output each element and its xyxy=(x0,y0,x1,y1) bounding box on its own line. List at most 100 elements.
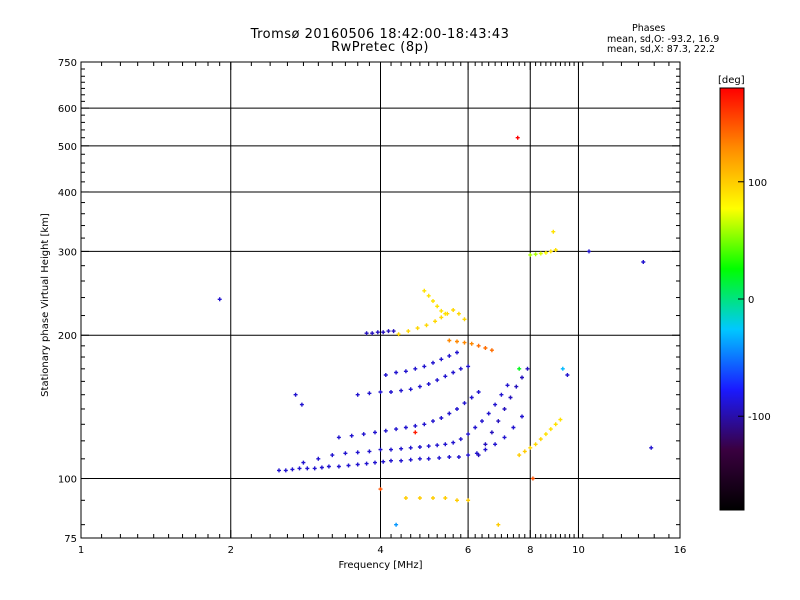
data-point xyxy=(451,440,456,445)
data-point xyxy=(456,455,461,459)
data-point xyxy=(437,455,442,460)
data-point xyxy=(443,311,448,316)
colorbar-tick-label: 100 xyxy=(748,178,767,189)
data-point xyxy=(548,249,553,254)
grid-lines xyxy=(81,62,680,538)
data-point xyxy=(413,423,418,428)
data-point xyxy=(217,297,222,302)
data-point xyxy=(493,402,498,407)
colorbar-ticks: 100 0 -100 xyxy=(738,178,771,423)
data-point xyxy=(299,402,304,407)
data-point xyxy=(435,304,440,309)
data-point xyxy=(408,445,413,450)
data-point xyxy=(403,369,408,374)
data-point xyxy=(343,451,348,456)
data-point xyxy=(378,487,383,492)
data-point xyxy=(483,442,488,447)
data-point xyxy=(417,496,422,500)
data-point xyxy=(538,437,543,442)
y-tick-label: 750 xyxy=(58,58,77,69)
data-point xyxy=(396,332,401,337)
data-point xyxy=(451,308,456,312)
data-point xyxy=(367,449,372,454)
data-point xyxy=(399,458,404,463)
data-point xyxy=(319,465,324,470)
data-point xyxy=(277,468,281,473)
data-point xyxy=(399,446,404,451)
data-point xyxy=(426,444,431,449)
stats-x-mode: mean, sd,X: 87.3, 22.2 xyxy=(607,44,716,55)
x-axis-label: Frequency [MHz] xyxy=(338,560,422,571)
data-point xyxy=(455,407,459,411)
data-point xyxy=(364,331,369,336)
data-point xyxy=(489,348,494,353)
data-point xyxy=(522,449,527,454)
x-tick-label: 8 xyxy=(527,545,533,556)
data-point xyxy=(558,417,563,422)
data-point xyxy=(543,432,548,437)
x-tick-label: 2 xyxy=(228,545,234,556)
data-point xyxy=(517,366,522,371)
data-point xyxy=(297,466,302,471)
stats-heading: Phases xyxy=(632,23,666,34)
data-point xyxy=(389,458,393,463)
data-point xyxy=(431,496,435,500)
data-point xyxy=(587,249,591,254)
y-tick-label: 200 xyxy=(58,331,77,342)
data-point xyxy=(435,378,440,383)
data-point xyxy=(422,364,427,369)
data-point xyxy=(528,252,533,257)
data-point xyxy=(422,288,427,293)
data-point xyxy=(483,447,488,452)
y-tick-label: 75 xyxy=(64,534,77,545)
colorbar-tick-label: 0 xyxy=(748,295,754,306)
data-point xyxy=(466,498,471,503)
data-point xyxy=(439,357,444,362)
data-point xyxy=(489,430,494,435)
data-point xyxy=(399,388,404,393)
x-tick-label: 10 xyxy=(572,545,585,556)
data-point xyxy=(439,308,444,313)
data-point xyxy=(476,343,481,348)
data-point xyxy=(486,411,491,416)
data-point xyxy=(424,323,429,328)
data-point xyxy=(443,442,448,447)
data-point xyxy=(330,453,335,458)
data-point xyxy=(451,370,456,375)
data-point xyxy=(413,430,418,435)
data-point xyxy=(525,366,530,371)
data-point xyxy=(415,326,420,331)
data-point xyxy=(290,467,295,472)
data-point xyxy=(443,496,448,500)
data-point xyxy=(408,457,413,462)
data-point xyxy=(435,443,440,448)
data-point xyxy=(312,466,317,471)
data-point xyxy=(533,252,538,257)
data-point xyxy=(426,382,431,386)
data-point xyxy=(373,460,377,465)
data-point xyxy=(316,456,321,461)
data-point xyxy=(417,456,422,461)
data-point xyxy=(515,135,520,140)
data-point xyxy=(375,330,380,335)
data-point xyxy=(553,422,558,427)
data-point xyxy=(455,339,459,344)
chart-title: Tromsø 20160506 18:42:00-18:43:43 xyxy=(250,27,510,42)
x-tick-label: 4 xyxy=(377,545,383,556)
data-point xyxy=(326,464,331,469)
data-point xyxy=(336,435,341,440)
y-tick-label: 500 xyxy=(58,142,77,153)
data-point xyxy=(455,498,459,503)
data-point xyxy=(383,373,388,377)
data-point xyxy=(447,353,452,358)
data-point xyxy=(413,366,418,371)
data-point xyxy=(349,433,354,438)
data-point xyxy=(389,390,393,394)
data-point xyxy=(493,442,498,447)
data-point xyxy=(565,373,570,377)
data-point xyxy=(469,395,474,400)
data-point xyxy=(426,293,431,298)
data-point xyxy=(548,427,553,432)
y-tick-label: 100 xyxy=(58,475,77,486)
data-points xyxy=(217,135,654,527)
